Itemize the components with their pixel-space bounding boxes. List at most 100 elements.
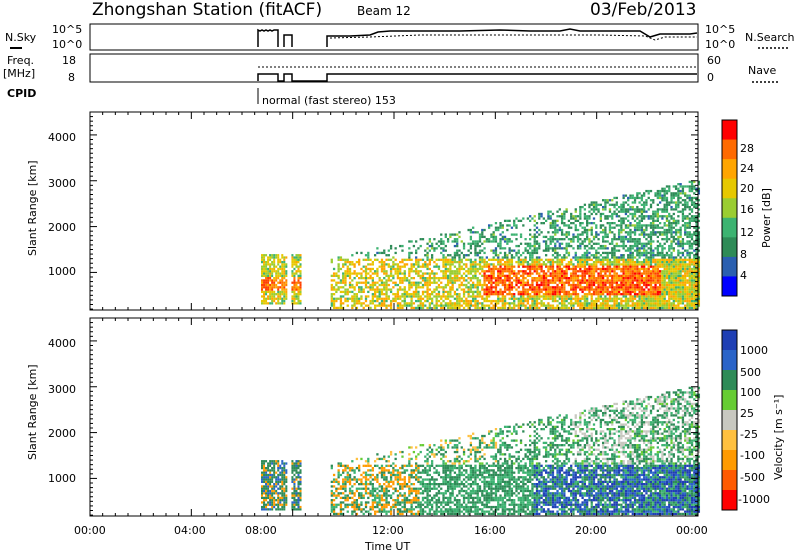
power-cell (362, 302, 365, 305)
power-cell (551, 238, 555, 241)
power-cell (624, 304, 628, 307)
power-cell (601, 293, 605, 296)
power-cell (579, 304, 582, 307)
power-cell (551, 249, 555, 252)
power-cell (285, 297, 288, 300)
power-cell (378, 260, 381, 264)
power-cell (549, 272, 552, 275)
velocity-cell (263, 480, 266, 483)
velocity-cell (285, 494, 288, 497)
power-cell (599, 267, 602, 271)
power-cell (658, 297, 662, 300)
power-cell (627, 224, 630, 227)
power-cell (346, 270, 349, 273)
power-cell (332, 293, 336, 296)
power-cell (633, 249, 637, 252)
power-cell (670, 208, 673, 211)
power-cell (690, 283, 694, 287)
power-cell (440, 242, 443, 245)
power-cell (421, 286, 425, 289)
power-cell (554, 249, 557, 252)
power-cell (405, 302, 409, 305)
power-cell (535, 260, 539, 264)
power-cell (279, 302, 282, 305)
power-cell (277, 263, 280, 266)
power-cell (273, 263, 276, 266)
power-cell (415, 251, 418, 255)
power-cell (590, 277, 593, 280)
power-cell (517, 244, 520, 248)
power-cell (558, 267, 561, 271)
power-cell (690, 183, 694, 186)
power-cell (684, 293, 687, 296)
power-cell (499, 299, 502, 303)
power-cell (263, 283, 266, 287)
power-cell (351, 272, 354, 275)
power-cell (503, 270, 507, 273)
power-cell (613, 267, 616, 271)
power-cell (554, 247, 557, 250)
power-cell (430, 256, 434, 259)
power-cell (346, 272, 349, 275)
power-cell (586, 286, 589, 289)
power-cell (355, 274, 359, 277)
power-cell (595, 281, 598, 284)
power-cell (430, 247, 434, 250)
power-cell (469, 302, 473, 305)
power-cell (369, 286, 372, 289)
power-cell (401, 306, 404, 310)
power-cell (419, 274, 422, 277)
power-cell (629, 290, 632, 294)
power-cell (424, 254, 427, 257)
power-cell (693, 217, 696, 220)
power-cell (531, 286, 534, 289)
power-cell (672, 226, 675, 229)
power-cell (570, 263, 573, 266)
power-cell (265, 272, 268, 275)
power-cell (668, 222, 671, 225)
power-cell (522, 260, 525, 264)
power-cell (503, 306, 507, 310)
power-cell (269, 297, 272, 300)
power-cell (565, 235, 568, 239)
power-cell (684, 215, 687, 218)
power-cell (677, 210, 680, 213)
power-cell (394, 267, 397, 271)
power-cell (686, 290, 689, 294)
velocity-cell (279, 492, 282, 495)
power-cell (643, 290, 646, 294)
power-cell (624, 286, 628, 289)
power-cell (597, 299, 600, 303)
velocity-cell (299, 471, 302, 474)
power-cell (643, 215, 646, 218)
power-cell (371, 302, 374, 305)
power-cell (533, 228, 536, 232)
power-cell (465, 263, 468, 266)
power-cell (433, 249, 436, 252)
power-cell (658, 260, 662, 264)
power-cell (590, 258, 593, 261)
power-cell (629, 247, 632, 250)
power-panel: Slant Range [km] 4000 3000 2000 1000 28 … (26, 111, 773, 311)
power-cell (606, 304, 609, 307)
velocity-cell (271, 494, 274, 497)
power-cell (485, 256, 488, 259)
power-cell (574, 286, 577, 289)
power-cell (513, 249, 516, 252)
power-cell (483, 272, 486, 275)
power-cell (462, 267, 466, 271)
power-cell (613, 258, 616, 261)
power-cell (533, 233, 536, 236)
power-cell (385, 283, 388, 287)
power-cell (665, 251, 669, 255)
power-cell (624, 306, 628, 310)
power-cell (542, 297, 545, 300)
power-cell (433, 277, 436, 280)
power-cell (490, 267, 493, 271)
power-cell (560, 274, 564, 277)
velocity-panel: Slant Range [km] 4000 3000 2000 1000 100… (26, 317, 785, 517)
velocity-cell (277, 505, 280, 509)
power-cell (330, 288, 333, 291)
power-cell (403, 299, 406, 303)
power-cell (281, 288, 284, 291)
